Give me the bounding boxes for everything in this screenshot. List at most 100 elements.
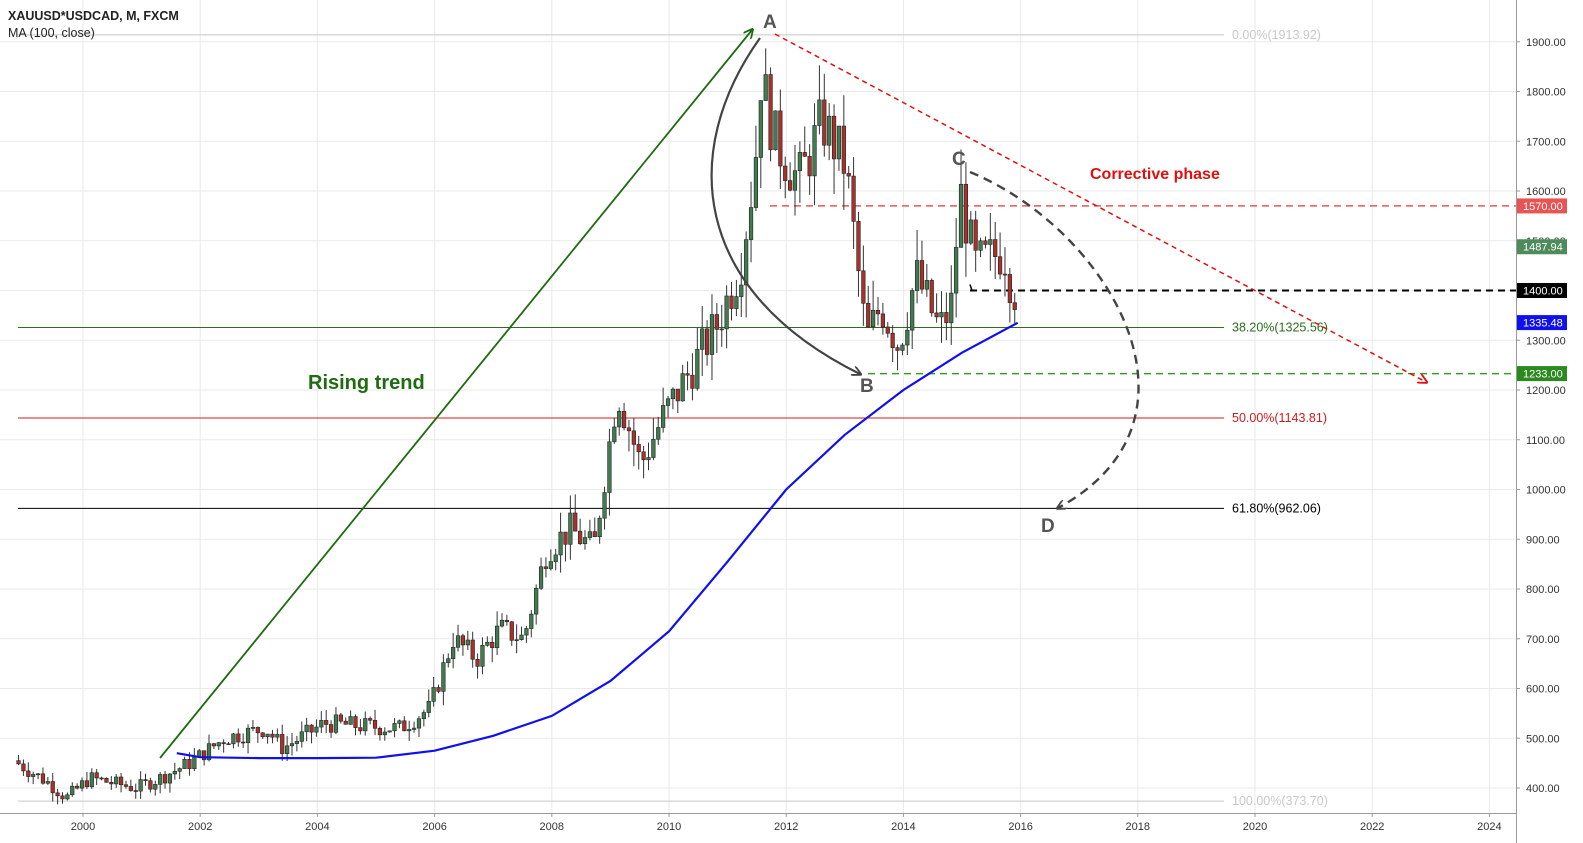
indicator-label: MA (100, close) (8, 26, 95, 40)
candle-body (421, 712, 426, 720)
y-tick-label: 1200.00 (1526, 385, 1566, 397)
candle (587, 519, 592, 541)
candle-body (778, 110, 783, 167)
candle (582, 530, 588, 550)
candle-body (26, 770, 31, 777)
candle-body (851, 175, 856, 222)
candle-body (338, 714, 343, 722)
x-tick-label: 2008 (540, 821, 564, 833)
candle-body (148, 780, 153, 790)
candle (880, 302, 885, 335)
candle (84, 772, 90, 790)
candle (26, 762, 31, 783)
candle-body (514, 639, 519, 642)
candlestick-series (16, 48, 1017, 805)
candle (182, 756, 187, 769)
candle-body (783, 165, 788, 181)
candle (40, 767, 46, 785)
candle (831, 104, 837, 194)
candle (441, 654, 446, 706)
candle-body (592, 531, 597, 538)
candle (890, 325, 895, 363)
symbol-title: XAUUSD*USDCAD, M, FXCM (8, 9, 179, 23)
candle-body (543, 566, 549, 569)
candle-body (109, 782, 114, 785)
candle-body (871, 309, 876, 328)
candle (158, 771, 163, 794)
candle-body (607, 441, 612, 493)
candle (700, 305, 705, 377)
candle (558, 512, 563, 573)
candle-body (202, 750, 207, 761)
candle (241, 733, 246, 748)
candle (592, 517, 597, 538)
candle-body (353, 716, 358, 728)
x-tick-label: 2014 (891, 821, 915, 833)
candle-body (382, 731, 387, 736)
candle (421, 709, 426, 727)
candle-body (739, 284, 744, 297)
candle-body (597, 517, 602, 538)
candle-body (75, 785, 80, 789)
price-badge: 1400.00 (1517, 283, 1567, 298)
candle-body (968, 219, 973, 244)
c-to-d-arrow (969, 170, 1140, 508)
moving-average (176, 321, 1019, 760)
candle (451, 632, 456, 669)
price-badge-bg (1517, 198, 1567, 214)
candle-body (734, 296, 739, 309)
candle-body (490, 641, 495, 649)
candle (270, 729, 275, 744)
candle (79, 777, 85, 792)
candle (153, 780, 158, 796)
candle (490, 636, 495, 663)
candle (524, 625, 529, 643)
candle (905, 312, 910, 356)
candle-body (40, 773, 46, 784)
candle-body (143, 779, 148, 781)
candle (792, 144, 798, 216)
candle (21, 759, 26, 776)
candle (70, 782, 75, 797)
candle (514, 624, 519, 654)
candle (802, 126, 807, 157)
candle (250, 720, 256, 732)
candle-body (768, 74, 773, 151)
candle-body (993, 239, 998, 257)
candle-body (504, 619, 509, 623)
candle-body (499, 619, 505, 627)
candle-body (831, 115, 837, 160)
candle-body (612, 426, 617, 443)
candle-body (724, 295, 729, 330)
candle (695, 327, 700, 391)
candle-body (631, 430, 636, 445)
candle-body (534, 587, 539, 615)
candle (958, 149, 964, 248)
candle (358, 718, 363, 735)
price-badge-bg (1517, 366, 1567, 382)
candle (670, 387, 676, 410)
candle-body (807, 156, 812, 177)
candle (465, 630, 470, 650)
candle-body (914, 260, 920, 291)
candle-body (582, 537, 588, 545)
candle (519, 626, 524, 641)
label-point-d: D (1041, 516, 1055, 537)
candle-body (70, 785, 75, 796)
candle (929, 278, 934, 317)
candle (348, 710, 353, 725)
label-rising-trend: Rising trend (308, 372, 425, 394)
candle (895, 344, 900, 371)
candle (665, 396, 671, 418)
candle (573, 494, 578, 532)
candle-body (856, 221, 861, 272)
candle (783, 156, 788, 199)
candle (343, 717, 348, 725)
candle (578, 518, 583, 546)
candle-body (167, 773, 173, 784)
candle-body (700, 328, 705, 350)
candle-body (65, 794, 70, 800)
candle (133, 783, 138, 799)
candle (65, 792, 70, 801)
fibonacci-levels: 0.00%(1913.92) 38.20%(1325.56) 50.00%(1143… (18, 28, 1328, 808)
